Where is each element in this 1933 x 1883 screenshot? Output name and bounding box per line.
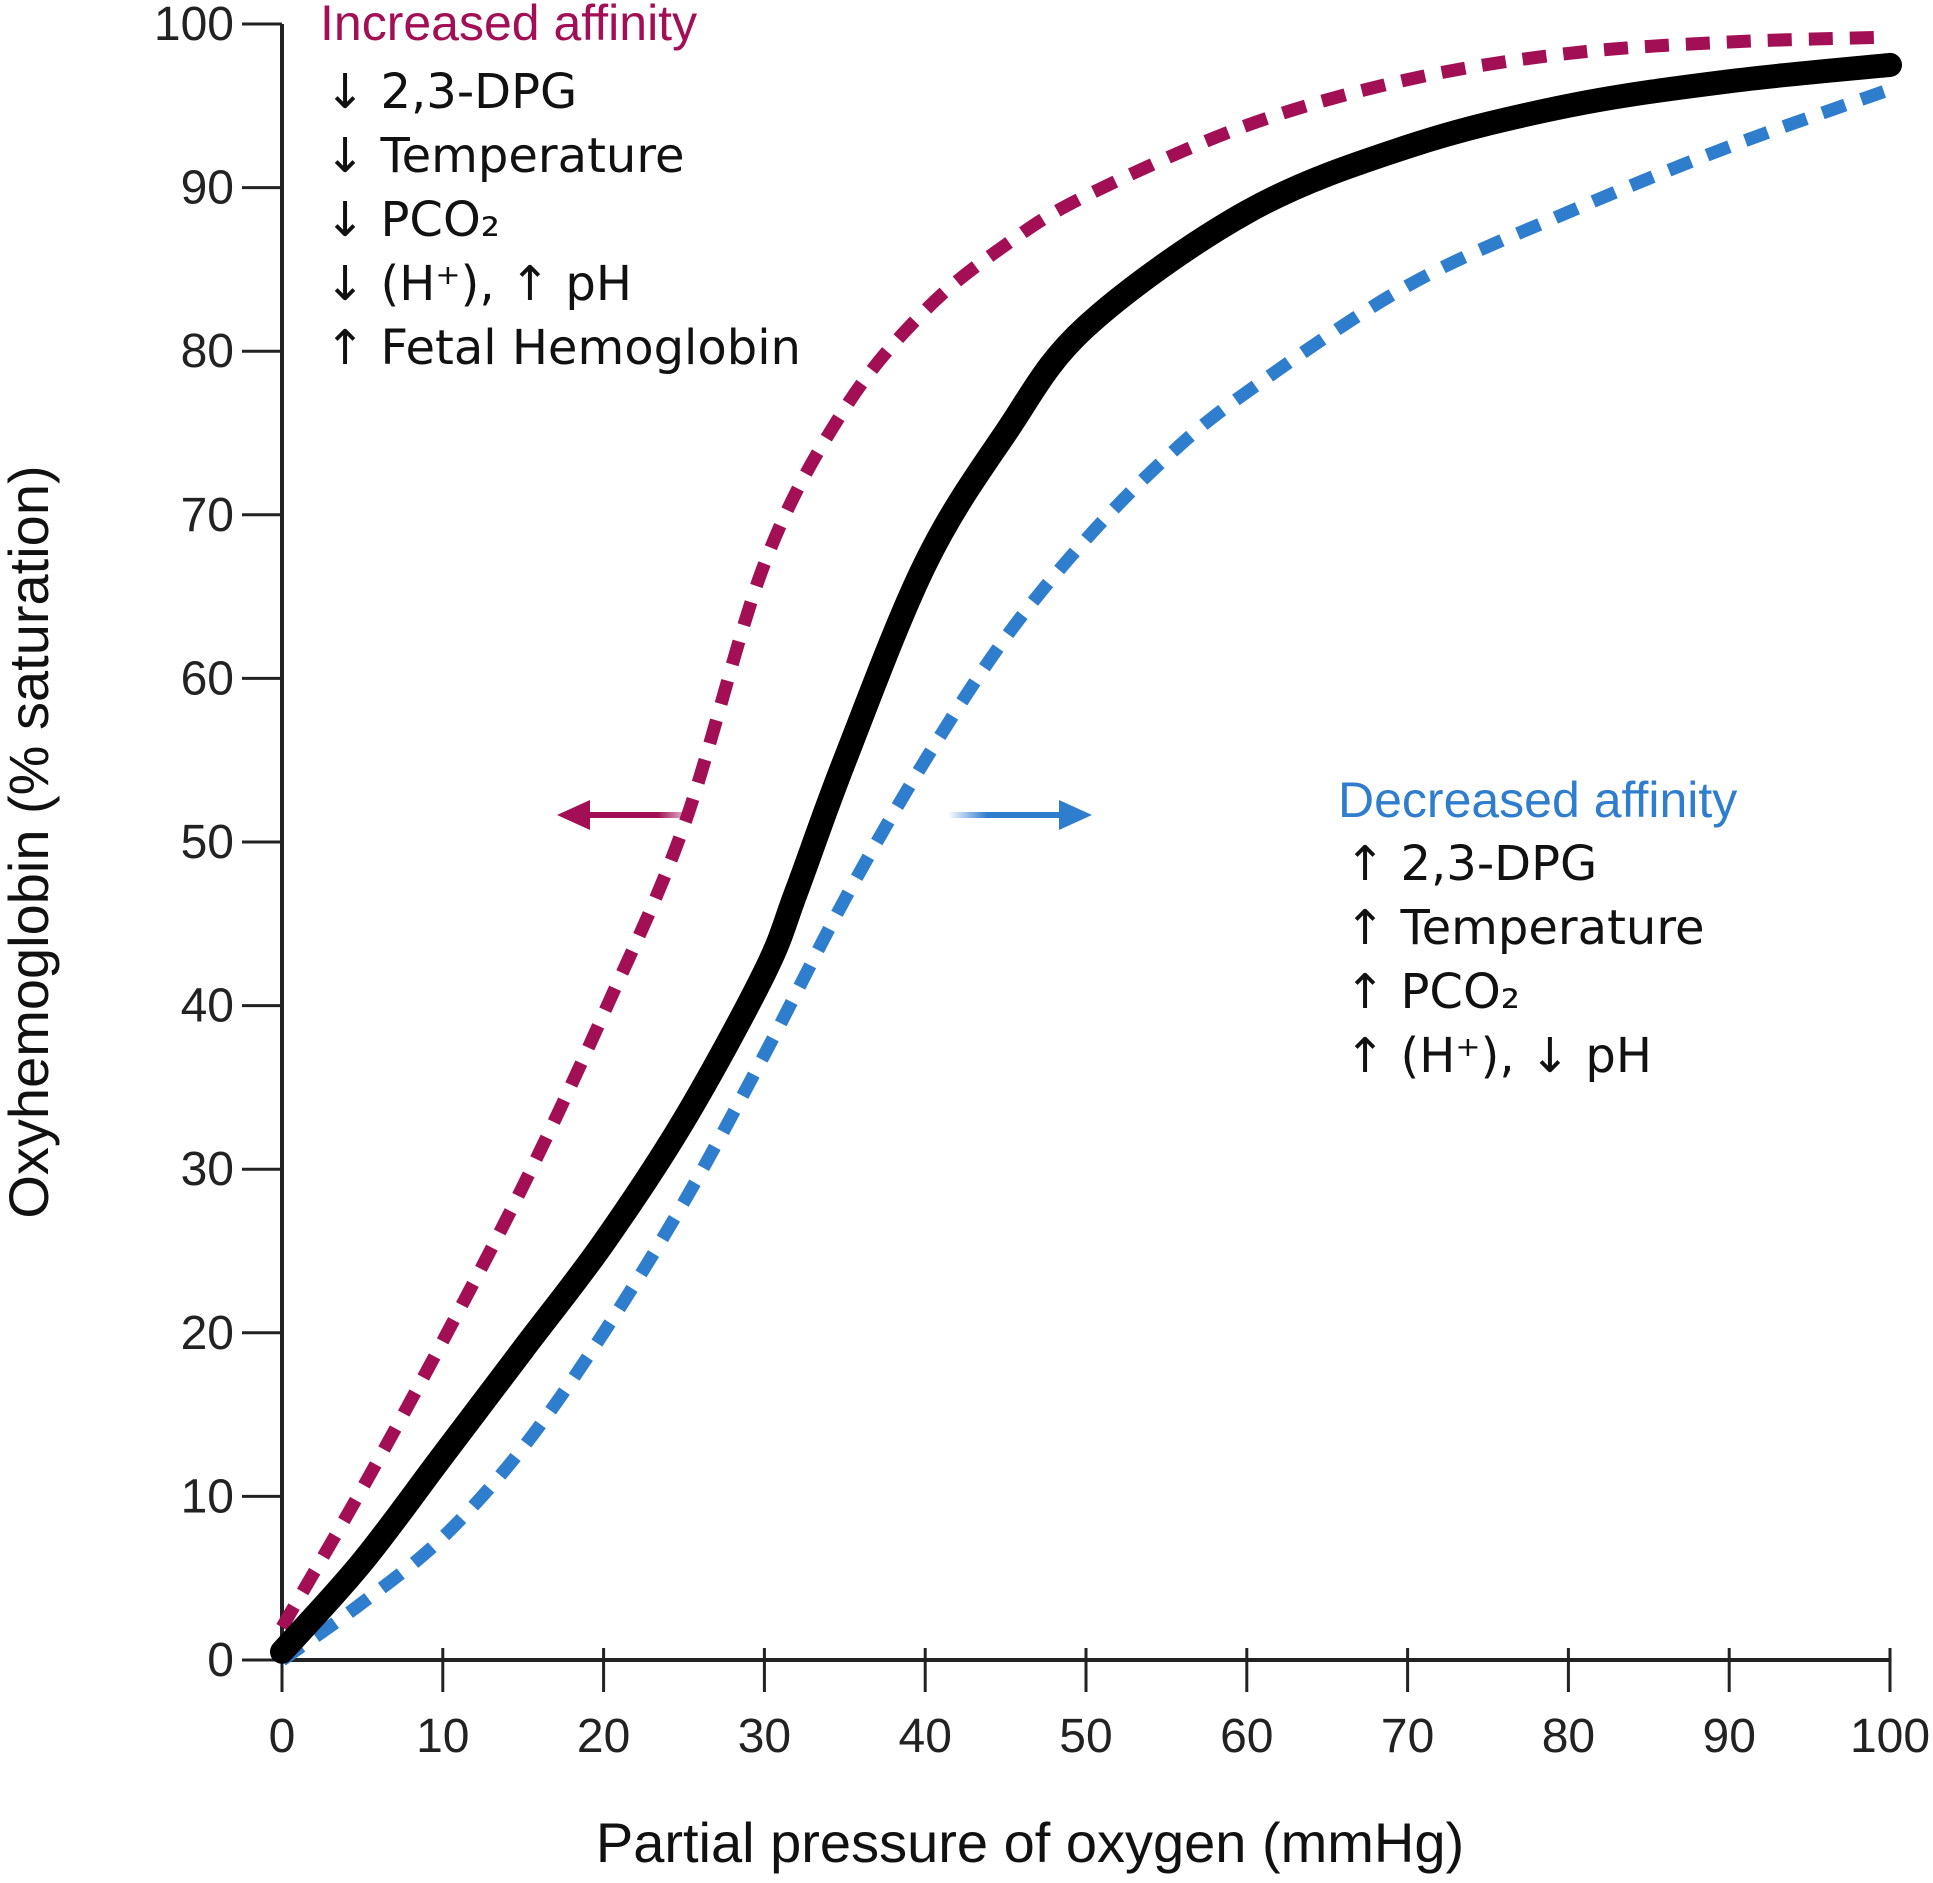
increased-factor-4: ↓ (H⁺), ↑ pH <box>325 256 632 312</box>
x-tick-label: 90 <box>1703 1710 1756 1763</box>
x-axis-title: Partial pressure of oxygen (mmHg) <box>596 1811 1464 1874</box>
y-tick-label: 20 <box>181 1307 234 1360</box>
y-tick-label: 50 <box>181 816 234 869</box>
decreased-factor-1: ↑ 2,3-DPG <box>1345 836 1597 892</box>
increased-factor-5: ↑ Fetal Hemoglobin <box>325 320 801 376</box>
x-tick-label: 70 <box>1381 1710 1434 1763</box>
curves <box>270 30 1902 1666</box>
right-shift-arrow <box>948 800 1092 830</box>
normal-curve <box>270 52 1902 1664</box>
increased-affinity-title: Increased affinity <box>320 0 697 51</box>
increased-affinity-annotation: Increased affinity ↓ 2,3-DPG ↓ Temperatu… <box>320 0 801 376</box>
y-tick-label: 60 <box>181 652 234 705</box>
x-tick-label: 50 <box>1059 1710 1112 1763</box>
y-tick-label: 10 <box>181 1470 234 1523</box>
decreased-affinity-title: Decreased affinity <box>1338 772 1737 828</box>
x-tick-label: 80 <box>1542 1710 1595 1763</box>
y-tick-label: 0 <box>207 1634 234 1687</box>
x-tick-label: 0 <box>269 1710 296 1763</box>
decreased-factor-2: ↑ Temperature <box>1345 900 1705 956</box>
y-tick-label: 80 <box>181 325 234 378</box>
increased-factor-2: ↓ Temperature <box>325 128 685 184</box>
x-tick-label: 10 <box>416 1710 469 1763</box>
y-axis-title: Oxyhemoglobin (% saturation) <box>0 465 60 1218</box>
x-ticks: 0 10 20 30 40 50 60 70 80 90 100 <box>269 1648 1930 1763</box>
y-tick-label: 100 <box>154 0 234 51</box>
left-shift-arrow <box>557 800 697 830</box>
decreased-affinity-annotation: Decreased affinity ↑ 2,3-DPG ↑ Temperatu… <box>1338 772 1737 1084</box>
y-ticks: 0 10 20 30 40 50 60 70 80 90 100 <box>154 0 282 1687</box>
x-tick-label: 20 <box>577 1710 630 1763</box>
y-tick-label: 90 <box>181 162 234 215</box>
y-tick-label: 70 <box>181 489 234 542</box>
decreased-factor-3: ↑ PCO₂ <box>1345 964 1520 1020</box>
increased-factor-1: ↓ 2,3-DPG <box>325 64 577 120</box>
increased-affinity-curve <box>276 30 1891 1631</box>
x-tick-label: 60 <box>1220 1710 1273 1763</box>
x-tick-label: 30 <box>738 1710 791 1763</box>
increased-factor-3: ↓ PCO₂ <box>325 192 500 248</box>
x-tick-label: 100 <box>1850 1710 1930 1763</box>
decreased-factor-4: ↑ (H⁺), ↓ pH <box>1345 1028 1652 1084</box>
x-tick-label: 40 <box>899 1710 952 1763</box>
y-tick-label: 40 <box>181 980 234 1033</box>
y-tick-label: 30 <box>181 1143 234 1196</box>
